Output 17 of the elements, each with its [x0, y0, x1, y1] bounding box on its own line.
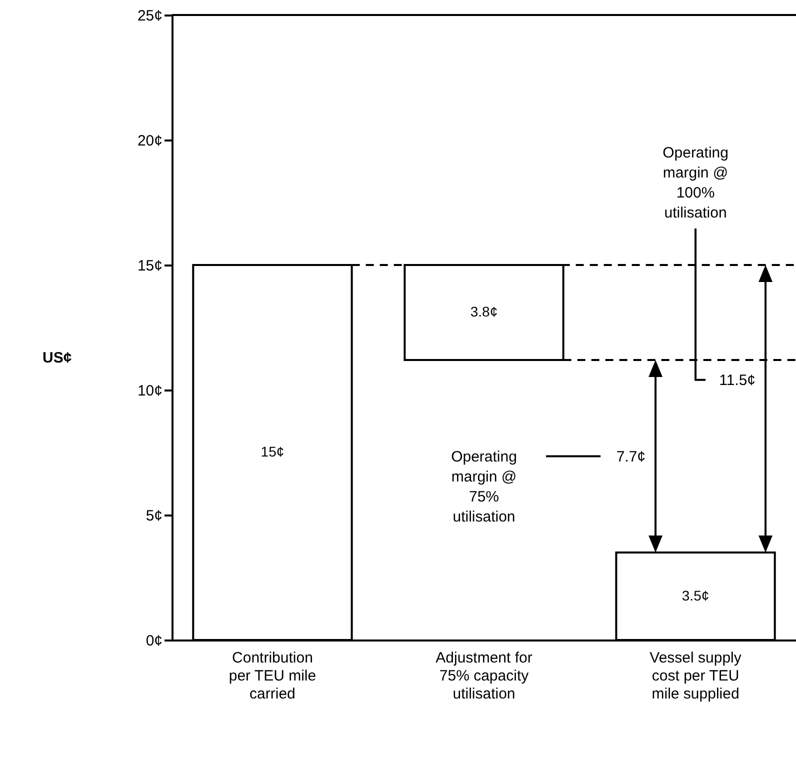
y-tick-label: 15¢ — [137, 258, 162, 274]
x-tick-label: Vessel supply cost per TEU mile supplied — [650, 650, 742, 702]
data-label: 15¢ — [260, 444, 284, 460]
y-tick-label: 20¢ — [137, 132, 162, 150]
y-tick-label: 0¢ — [146, 632, 162, 650]
y-tick-label: 25¢ — [137, 8, 162, 24]
x-tick-label: Contribution per TEU mile carried — [228, 650, 316, 702]
annotation: 7.7¢ — [616, 448, 646, 466]
y-tick-label: 5¢ — [146, 508, 162, 524]
data-label: 3.5¢ — [682, 587, 710, 604]
x-tick-label: Adjustment for 75% capacity utilisation — [436, 650, 532, 702]
data-label: 3.8¢ — [470, 304, 498, 320]
y-axis-title: US¢ — [42, 350, 72, 366]
annotation: Operating margin @ 75% utilisation — [451, 448, 517, 526]
annotation: 11.5¢ — [719, 372, 756, 389]
annotation: Operating margin @ 100% utilisation — [662, 144, 728, 222]
y-tick-label: 10¢ — [137, 382, 162, 400]
